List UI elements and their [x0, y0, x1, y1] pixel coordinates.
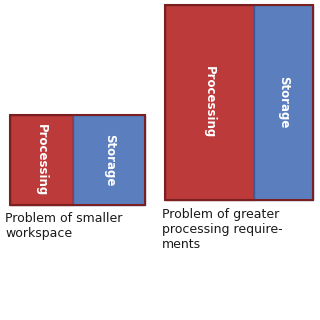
Bar: [254, 5, 313, 200]
Bar: [165, 5, 313, 200]
Text: Storage: Storage: [277, 76, 290, 129]
Bar: [10, 115, 145, 205]
Bar: [10, 115, 74, 205]
Bar: [165, 5, 254, 200]
Bar: [74, 115, 145, 205]
Text: Problem of smaller
workspace: Problem of smaller workspace: [5, 212, 122, 240]
Text: Problem of greater
processing require-
ments: Problem of greater processing require- m…: [162, 208, 283, 251]
Text: Storage: Storage: [103, 134, 116, 186]
Text: Processing: Processing: [203, 66, 216, 139]
Text: Processing: Processing: [35, 124, 48, 196]
